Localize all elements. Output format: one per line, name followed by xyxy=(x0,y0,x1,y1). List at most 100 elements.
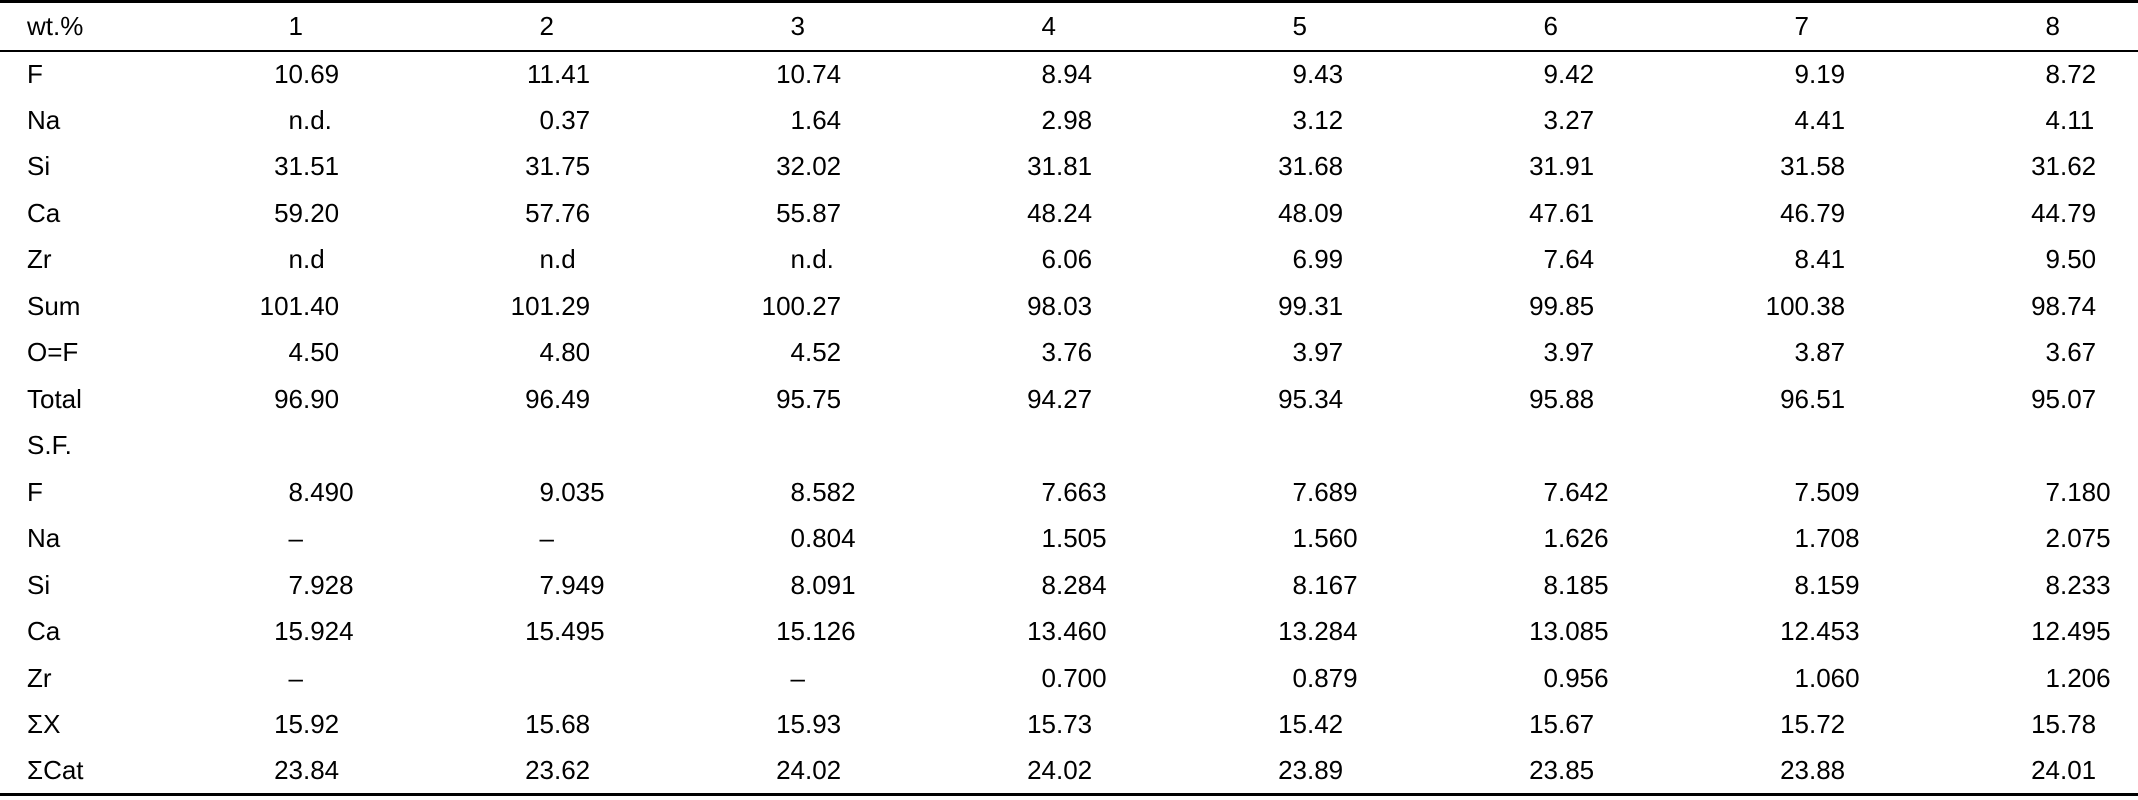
value-cell xyxy=(1357,423,1608,470)
integer-part: 96 xyxy=(525,383,554,414)
integer-part: 6 xyxy=(1543,10,1558,41)
value-cell: 15.924 xyxy=(102,609,354,656)
value-cell: 15.68 xyxy=(353,702,604,749)
value-cell: 48.09 xyxy=(1106,190,1357,237)
integer-part: 46 xyxy=(1780,197,1809,228)
value-cell: 3.27 xyxy=(1357,97,1608,144)
value-cell xyxy=(353,655,604,702)
integer-part: 15 xyxy=(525,709,554,740)
value-cell: 9.19 xyxy=(1608,51,1859,98)
value-cell: 3.12 xyxy=(1106,97,1357,144)
fraction-part: .61 xyxy=(1558,197,1595,228)
value-cell: 23.88 xyxy=(1608,748,1859,795)
value-cell: 8.185 xyxy=(1357,562,1609,609)
table-body: F 10.69 11.41 10.74 8.94 9.43 9.42 9.19 8.72 Na n.… xyxy=(0,51,2138,795)
integer-part: 1 xyxy=(288,10,303,41)
value-cell: 15.67 xyxy=(1357,702,1608,749)
fraction-part: .99 xyxy=(1307,244,1344,275)
fraction-part: .74 xyxy=(2060,290,2097,321)
integer-part: – xyxy=(288,662,303,693)
integer-part: 55 xyxy=(776,197,805,228)
integer-part: 7 xyxy=(1292,476,1307,507)
value-cell: 3.97 xyxy=(1357,330,1608,377)
integer-part: 7 xyxy=(1543,476,1558,507)
fraction-part: .88 xyxy=(1809,755,1846,785)
value-cell: 55.87 xyxy=(604,190,855,237)
integer-part: 100 xyxy=(1765,290,1809,321)
fraction-part: .708 xyxy=(1809,523,1860,554)
fraction-part: .19 xyxy=(1809,58,1846,89)
column-header: 3 xyxy=(604,1,855,52)
integer-part: n xyxy=(288,244,303,275)
value-cell: 13.460 xyxy=(855,609,1107,656)
fraction-part: .460 xyxy=(1056,616,1107,647)
fraction-part: .89 xyxy=(1307,755,1344,785)
fraction-part: .94 xyxy=(1056,58,1093,89)
integer-part: 8 xyxy=(790,569,805,600)
value-cell: 0.37 xyxy=(353,97,604,144)
header-row: wt.% 1 2 3 4 5 6 7 8 xyxy=(0,1,2138,52)
value-cell: 2.98 xyxy=(855,97,1106,144)
column-header: 5 xyxy=(1106,1,1357,52)
integer-part: 8 xyxy=(1794,244,1809,275)
value-cell: 7.180 xyxy=(1859,469,2138,516)
value-cell: 15.73 xyxy=(855,702,1106,749)
row-label: Ca xyxy=(27,616,61,647)
fraction-part: .505 xyxy=(1056,523,1107,554)
fraction-part: .78 xyxy=(2060,709,2097,740)
value-cell: 47.61 xyxy=(1357,190,1608,237)
row-label: ΣX xyxy=(27,709,61,740)
integer-part: 48 xyxy=(1027,197,1056,228)
integer-part: 9 xyxy=(1292,58,1307,89)
fraction-part: .42 xyxy=(1558,58,1595,89)
value-cell: – xyxy=(604,655,855,702)
value-cell: 4.11 xyxy=(1859,97,2138,144)
integer-part: 8 xyxy=(2045,569,2060,600)
value-cell: 8.284 xyxy=(855,562,1107,609)
integer-part: 1 xyxy=(2045,662,2060,693)
integer-part: 3 xyxy=(1794,337,1809,368)
fraction-part: .27 xyxy=(1558,104,1595,135)
row-label: Si xyxy=(27,569,51,600)
integer-part: 8 xyxy=(1543,569,1558,600)
table-row: Na – –0.804 1.505 1.560 1.626 1.708 2.075 xyxy=(0,516,2138,563)
value-cell: 1.060 xyxy=(1608,655,1860,702)
fraction-part: .07 xyxy=(2060,383,2097,414)
value-cell: 44.79 xyxy=(1859,190,2138,237)
value-cell: 7.928 xyxy=(102,562,354,609)
value-cell: 8.582 xyxy=(604,469,856,516)
value-cell: 7.689 xyxy=(1106,469,1358,516)
fraction-part: .62 xyxy=(2060,151,2097,182)
value-cell: 13.085 xyxy=(1357,609,1609,656)
integer-part: 8 xyxy=(1794,569,1809,600)
integer-part: 94 xyxy=(1027,383,1056,414)
value-cell: 7.509 xyxy=(1608,469,1860,516)
integer-part: 23 xyxy=(274,755,303,785)
value-cell xyxy=(353,423,604,470)
value-cell: n.d xyxy=(102,237,353,284)
value-cell: 1.505 xyxy=(855,516,1107,563)
value-cell: 4.80 xyxy=(353,330,604,377)
fraction-part: .495 xyxy=(554,616,605,647)
fraction-part: .69 xyxy=(303,58,340,89)
integer-part: 2 xyxy=(539,10,554,41)
fraction-part: .582 xyxy=(805,476,856,507)
row-label: Na xyxy=(27,104,61,135)
table-row: Si 7.928 7.949 8.091 8.284 8.167 8.185 8.159 8.2… xyxy=(0,562,2138,609)
integer-part: 9 xyxy=(1543,58,1558,89)
integer-part: 98 xyxy=(2031,290,2060,321)
fraction-part: .72 xyxy=(2060,58,2097,89)
fraction-part: .97 xyxy=(1558,337,1595,368)
value-cell: 0.879 xyxy=(1106,655,1358,702)
fraction-part: .87 xyxy=(805,197,842,228)
row-label: Sum xyxy=(27,290,81,321)
integer-part: 48 xyxy=(1278,197,1307,228)
fraction-part: .73 xyxy=(1056,709,1093,740)
value-cell: 10.74 xyxy=(604,51,855,98)
value-cell: 100.27 xyxy=(604,283,855,330)
value-cell: 23.62 xyxy=(353,748,604,795)
value-cell: 4.41 xyxy=(1608,97,1859,144)
integer-part: 24 xyxy=(776,755,805,785)
integer-part: 12 xyxy=(2031,616,2060,647)
